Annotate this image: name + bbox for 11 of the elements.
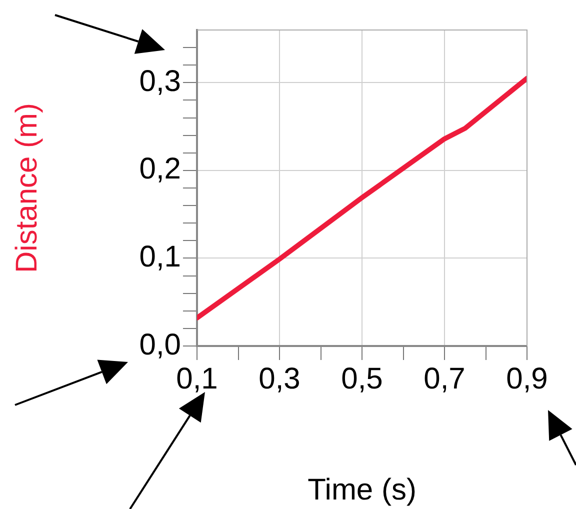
x-tick-label: 0,7 (424, 362, 466, 396)
y-axis-title: Distance (m) (10, 102, 44, 274)
x-tick-label: 0,1 (176, 362, 218, 396)
x-tick-label: 0,3 (258, 362, 300, 396)
y-tick-label: 0,1 (139, 240, 181, 274)
x-tick-label: 0,5 (341, 362, 383, 396)
x-tick-label: 0,9 (506, 362, 548, 396)
y-tick-label: 0,0 (139, 328, 181, 362)
y-tick-label: 0,2 (139, 152, 181, 186)
x-axis-title: Time (s) (308, 473, 416, 506)
y-tick-label: 0,3 (139, 64, 181, 98)
